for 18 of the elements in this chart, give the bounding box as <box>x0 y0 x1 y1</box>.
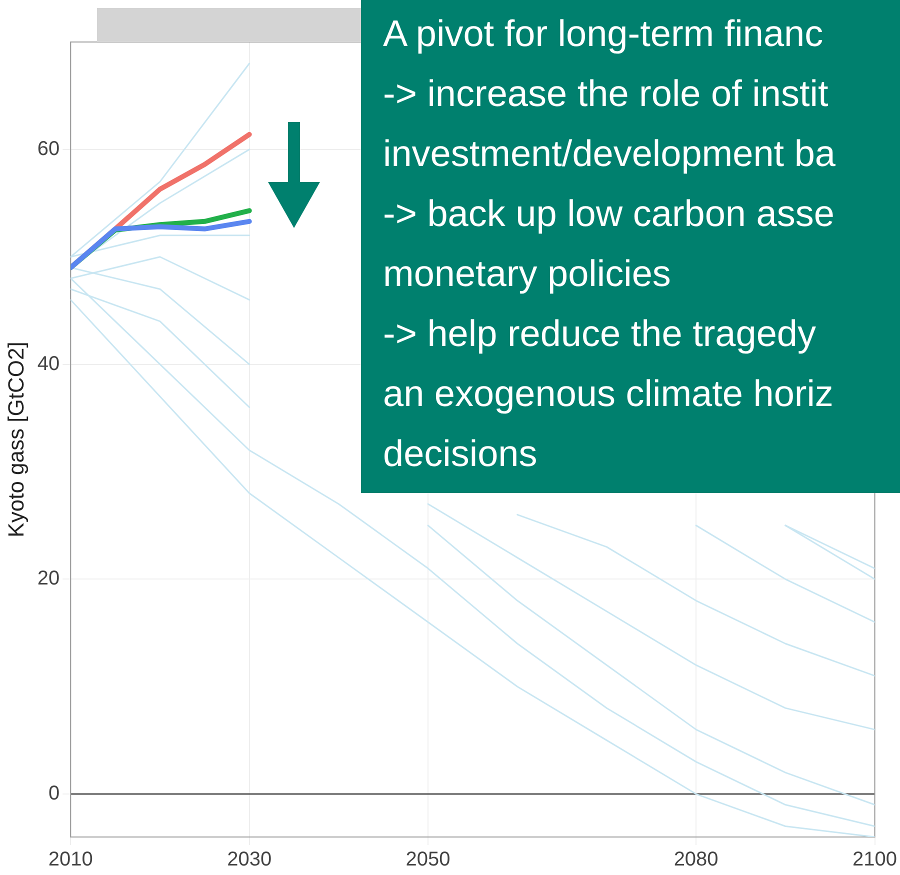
x-tick-label: 2100 <box>852 848 898 871</box>
annotation: A pivot for long-term financ <box>383 12 824 56</box>
annotation: monetary policies <box>383 252 672 296</box>
y-tick-label: 20 <box>37 568 60 590</box>
y-tick-label: 0 <box>48 782 60 805</box>
x-tick-label: 2030 <box>227 848 272 871</box>
annotation: -> help reduce the tragedy <box>383 312 817 356</box>
y-tick-label: 60 <box>37 138 60 160</box>
annotation: investment/development ba <box>383 132 836 176</box>
x-tick-label: 2010 <box>48 848 93 871</box>
annotation: an exogenous climate horiz <box>383 372 834 416</box>
x-tick-label: 2050 <box>406 848 450 871</box>
y-tick-label: 40 <box>37 352 60 375</box>
annotation: -> increase the role of instit <box>383 72 830 116</box>
x-tick-label: 2080 <box>674 848 718 871</box>
annotation: -> back up low carbon asse <box>383 192 836 236</box>
annotation: decisions <box>383 432 538 476</box>
y-axis-title: Kyoto gass [GtCO2] <box>3 342 28 538</box>
